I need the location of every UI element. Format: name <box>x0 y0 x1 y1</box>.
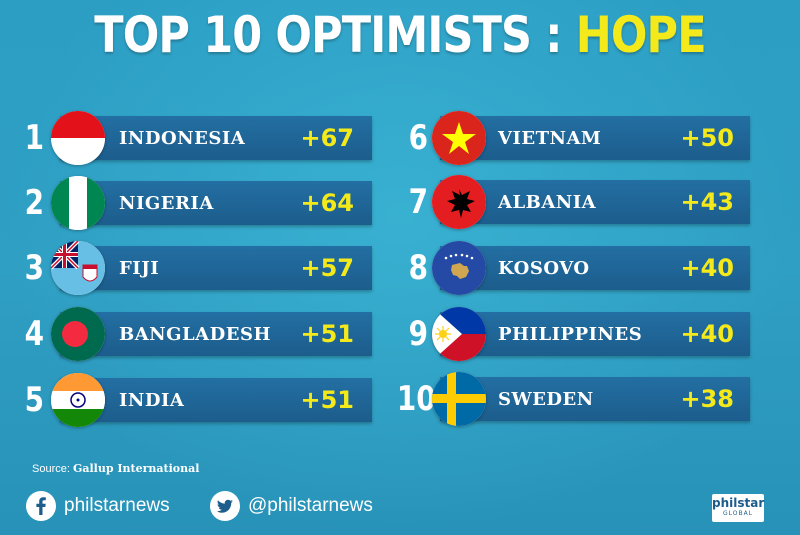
ranking-row: 6 VIETNAM +50 <box>0 111 800 165</box>
score-value: +50 <box>680 124 734 152</box>
title-main: TOP 10 OPTIMISTS : <box>94 6 562 64</box>
philippines-flag-icon <box>432 307 486 361</box>
ranking-row: 3 FIJI +57 <box>0 241 400 295</box>
ranking-bar <box>440 377 750 421</box>
bangladesh-flag-icon <box>51 307 105 361</box>
country-name: BANGLADESH <box>119 324 271 345</box>
vietnam-flag-icon <box>432 111 486 165</box>
source-label: Source: <box>32 463 70 475</box>
ranking-row: 8 KOSOVO +40 <box>0 241 800 295</box>
score-value: +51 <box>300 386 354 414</box>
country-name: FIJI <box>119 258 160 279</box>
ranking-row: 9 PHILIPPINES +40 <box>0 307 800 361</box>
sweden-flag-icon <box>432 372 486 426</box>
ranking-row: 2 NIGERIA +64 <box>0 176 400 230</box>
country-name: KOSOVO <box>498 258 590 279</box>
score-value: +57 <box>300 254 354 282</box>
rank-number: 7 <box>408 182 428 222</box>
kosovo-flag-icon <box>432 241 486 295</box>
rank-number: 4 <box>24 314 44 354</box>
twitter-link[interactable]: @philstarnews <box>210 491 373 521</box>
page-title: TOP 10 OPTIMISTS : HOPE <box>56 6 744 64</box>
rank-number: 2 <box>24 183 44 223</box>
logo-text: philstar <box>712 496 765 510</box>
title-highlight: HOPE <box>575 6 707 64</box>
philstar-logo: philstar GLOBAL <box>712 494 764 522</box>
country-name: PHILIPPINES <box>498 324 643 345</box>
fiji-flag-icon <box>51 241 105 295</box>
ranking-bar <box>440 246 750 290</box>
twitter-icon <box>210 491 240 521</box>
ranking-bar <box>60 312 372 356</box>
india-flag-icon <box>51 373 105 427</box>
ranking-row: 4 BANGLADESH +51 <box>0 307 400 361</box>
source-name: Gallup International <box>72 462 200 475</box>
rank-number: 5 <box>24 380 44 420</box>
score-value: +40 <box>680 254 734 282</box>
facebook-icon <box>26 491 56 521</box>
country-name: ALBANIA <box>498 192 597 213</box>
ranking-bar <box>60 378 372 422</box>
ranking-bar <box>60 116 372 160</box>
nigeria-flag-icon <box>51 176 105 230</box>
country-name: INDIA <box>119 390 185 411</box>
country-name: VIETNAM <box>498 128 602 149</box>
rank-number: 1 <box>24 118 44 158</box>
ranking-row: 10 SWEDEN +38 <box>0 372 800 426</box>
twitter-handle: @philstarnews <box>248 495 373 516</box>
ranking-bar <box>60 246 372 290</box>
facebook-handle: philstarnews <box>64 495 170 516</box>
facebook-link[interactable]: philstarnews <box>26 491 170 521</box>
ranking-bar <box>60 181 372 225</box>
rank-number: 8 <box>408 248 428 288</box>
logo-subtext: GLOBAL <box>722 510 754 517</box>
score-value: +51 <box>300 320 354 348</box>
country-name: NIGERIA <box>119 193 214 214</box>
albania-flag-icon <box>432 175 486 229</box>
score-value: +43 <box>680 188 734 216</box>
ranking-row: 5 INDIA +51 <box>0 373 400 427</box>
country-name: SWEDEN <box>498 389 594 410</box>
rank-number: 3 <box>24 248 44 288</box>
score-value: +67 <box>300 124 354 152</box>
score-value: +64 <box>300 189 354 217</box>
rank-number: 9 <box>408 314 428 354</box>
score-value: +40 <box>680 320 734 348</box>
country-name: INDONESIA <box>119 128 246 149</box>
score-value: +38 <box>680 385 734 413</box>
ranking-row: 7 ALBANIA +43 <box>0 175 800 229</box>
source-note: Source: Gallup International <box>32 462 199 475</box>
rank-number: 6 <box>408 118 428 158</box>
ranking-bar <box>440 312 750 356</box>
ranking-bar <box>440 180 750 224</box>
ranking-bar <box>440 116 750 160</box>
rank-number: 10 <box>396 379 436 419</box>
